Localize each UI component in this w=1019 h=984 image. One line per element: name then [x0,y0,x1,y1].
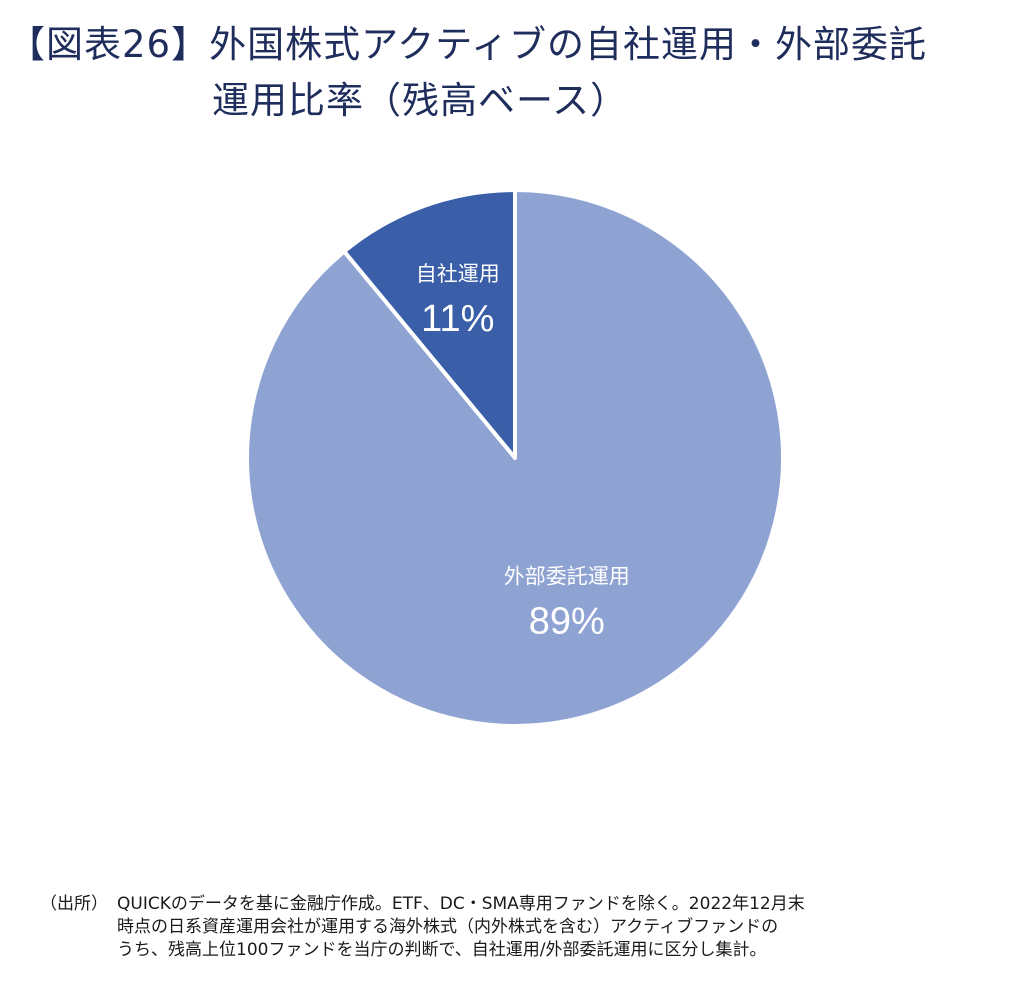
chart-title-line-2: 運用比率（残高ベース） [212,79,629,122]
slice-value-in-house: 11% [421,298,494,340]
pie-chart: 自社運用 11% 外部委託運用 89% [245,188,785,728]
source-line-3: うち、残高上位100ファンドを当庁の判断で、自社運用/外部委託運用に区分し集計。 [117,940,767,960]
chart-title-line-1: 【図表26】外国株式アクティブの自社運用・外部委託 [8,23,928,66]
pie-slice-outsourced [245,188,785,728]
source-line-2: 時点の日系資産運用会社が運用する海外株式（内外株式を含む）アクティブファンドの [117,917,779,937]
source-line-1: QUICKのデータを基に金融庁作成。ETF、DC・SMA専用ファンドを除く。20… [117,894,805,914]
source-label: （出所） [40,894,108,914]
slice-label-outsourced: 外部委託運用 [504,565,630,589]
slice-label-in-house: 自社運用 [416,262,500,286]
pie-slice-in-house [342,188,517,460]
slice-value-outsourced: 89% [529,601,605,643]
